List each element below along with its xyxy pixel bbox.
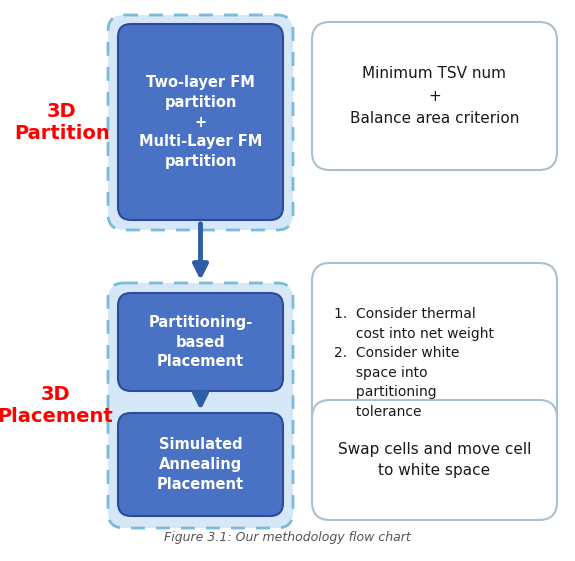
- Text: 1.  Consider thermal
     cost into net weight
2.  Consider white
     space int: 1. Consider thermal cost into net weight…: [334, 307, 494, 419]
- FancyBboxPatch shape: [118, 413, 283, 516]
- Text: Partitioning-
based
Placement: Partitioning- based Placement: [148, 315, 252, 369]
- Text: Simulated
Annealing
Placement: Simulated Annealing Placement: [157, 437, 244, 492]
- FancyBboxPatch shape: [108, 15, 293, 230]
- Text: Figure 3.1: Our methodology flow chart: Figure 3.1: Our methodology flow chart: [164, 531, 411, 544]
- Text: 3D
Partition: 3D Partition: [14, 102, 110, 143]
- Text: Minimum TSV num
+
Balance area criterion: Minimum TSV num + Balance area criterion: [350, 66, 519, 126]
- FancyBboxPatch shape: [312, 263, 557, 473]
- Text: Swap cells and move cell
to white space: Swap cells and move cell to white space: [338, 442, 531, 478]
- Text: Two-layer FM
partition
+
Multi-Layer FM
partition: Two-layer FM partition + Multi-Layer FM …: [139, 75, 262, 169]
- Text: 3D
Placement: 3D Placement: [0, 385, 113, 426]
- FancyBboxPatch shape: [312, 400, 557, 520]
- FancyBboxPatch shape: [118, 293, 283, 391]
- FancyBboxPatch shape: [118, 24, 283, 220]
- FancyBboxPatch shape: [108, 283, 293, 528]
- FancyBboxPatch shape: [312, 22, 557, 170]
